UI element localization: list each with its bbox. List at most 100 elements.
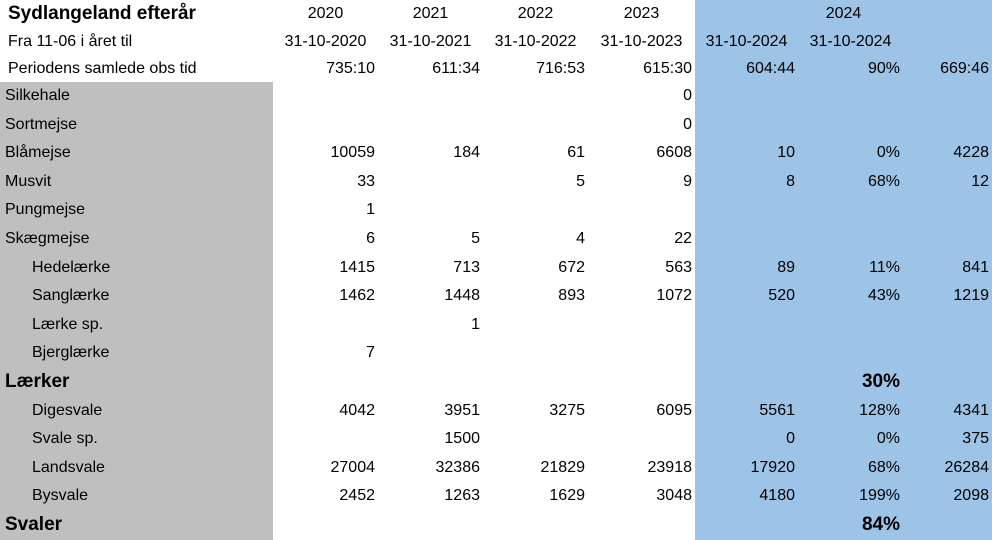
obs-time: 669:46 xyxy=(940,60,989,77)
species-label: Bjerglærke xyxy=(32,344,110,362)
count-cell: 1415 xyxy=(339,258,375,276)
count-cell: 375 xyxy=(962,430,989,448)
count-cell: 199% xyxy=(859,487,900,505)
count-cell: 7 xyxy=(366,344,375,362)
count-cell: 1629 xyxy=(549,487,585,505)
species-label: Silkehale xyxy=(5,87,70,104)
count-cell: 4 xyxy=(576,230,585,247)
obs-time: 735:10 xyxy=(326,60,375,77)
count-cell: 672 xyxy=(558,258,585,276)
group-total: 30% xyxy=(861,371,900,392)
count-cell: 520 xyxy=(768,287,795,305)
count-cell: 68% xyxy=(867,172,900,190)
species-label: Lærke sp. xyxy=(32,315,104,333)
species-label: Sanglærke xyxy=(32,287,110,305)
count-cell: 32386 xyxy=(435,458,481,476)
obs-time: 604:44 xyxy=(746,60,795,77)
year-header: 2023 xyxy=(623,5,660,22)
count-cell: 1219 xyxy=(953,287,989,305)
count-cell: 9 xyxy=(683,172,692,190)
obs-time: 611:34 xyxy=(432,60,480,77)
species-label: Skægmejse xyxy=(5,230,90,247)
group-total: 84% xyxy=(861,514,900,535)
count-cell: 1462 xyxy=(339,287,375,305)
count-cell: 1 xyxy=(471,315,480,333)
obs-label: Periodens samlede obs tid xyxy=(8,60,197,77)
count-cell: 0% xyxy=(876,430,900,448)
count-cell: 0 xyxy=(683,87,692,104)
count-cell: 1500 xyxy=(444,430,480,448)
count-cell: 26284 xyxy=(944,458,990,476)
count-cell: 5561 xyxy=(759,401,795,419)
count-cell: 6095 xyxy=(656,401,692,419)
count-cell: 2452 xyxy=(339,487,375,505)
species-label: Sortmejse xyxy=(5,115,78,133)
year-header: 2022 xyxy=(517,5,554,22)
species-label: Bysvale xyxy=(32,487,89,505)
species-label: Svale sp. xyxy=(32,430,98,448)
count-cell: 1448 xyxy=(444,287,480,305)
count-cell: 33 xyxy=(357,172,375,190)
count-cell: 12 xyxy=(971,172,989,190)
year-header: 2020 xyxy=(307,5,344,22)
count-cell: 128% xyxy=(859,401,900,419)
count-cell: 4341 xyxy=(953,401,989,419)
count-cell: 3951 xyxy=(444,401,480,419)
count-cell: 11% xyxy=(869,258,900,276)
count-cell: 713 xyxy=(453,258,480,276)
count-cell: 5 xyxy=(576,172,585,190)
count-cell: 1 xyxy=(366,201,375,219)
count-cell: 0 xyxy=(683,115,692,133)
count-cell: 68% xyxy=(867,458,900,476)
period-end: 31-10-2023 xyxy=(600,33,683,50)
species-label: Musvit xyxy=(5,172,52,190)
title: Sydlangeland efterår xyxy=(8,3,196,24)
count-cell: 0 xyxy=(786,430,795,448)
count-cell: 61 xyxy=(567,144,585,162)
species-label: Hedelærke xyxy=(32,258,111,276)
species-label: Digesvale xyxy=(32,401,103,419)
count-cell: 4180 xyxy=(759,487,795,505)
count-cell: 27004 xyxy=(330,458,376,476)
label-column-shade xyxy=(0,82,273,540)
count-cell: 1072 xyxy=(656,287,692,305)
count-cell: 563 xyxy=(665,258,692,276)
obs-time: 716:53 xyxy=(536,60,585,77)
obs-time: 90% xyxy=(867,60,900,77)
count-cell: 5 xyxy=(471,230,480,247)
count-cell: 10 xyxy=(777,144,795,162)
obs-time: 615:30 xyxy=(643,60,692,77)
count-cell: 6608 xyxy=(656,144,692,162)
species-label: Landsvale xyxy=(32,458,105,476)
group-label: Svaler xyxy=(5,514,63,535)
group-label: Lærker xyxy=(5,371,70,392)
count-cell: 17920 xyxy=(750,458,796,476)
count-cell: 8 xyxy=(786,172,795,190)
count-cell: 893 xyxy=(558,287,585,305)
period-end: 31-10-2020 xyxy=(284,33,367,50)
count-cell: 2098 xyxy=(953,487,989,505)
count-cell: 10059 xyxy=(330,144,376,162)
count-cell: 6 xyxy=(366,230,375,247)
highlight-2024 xyxy=(695,0,992,540)
period-end: 31-10-2024 xyxy=(705,33,788,50)
count-cell: 841 xyxy=(962,258,989,276)
period-end: 31-10-2022 xyxy=(494,33,577,50)
count-cell: 22 xyxy=(674,230,692,247)
period-end: 31-10-2021 xyxy=(389,33,472,50)
period-label: Fra 11-06 i året til xyxy=(8,33,133,50)
count-cell: 4228 xyxy=(953,144,989,162)
count-cell: 43% xyxy=(867,287,900,305)
period-end: 31-10-2024 xyxy=(809,33,892,50)
count-cell: 89 xyxy=(777,258,795,276)
count-cell: 0% xyxy=(876,144,900,162)
species-label: Pungmejse xyxy=(5,201,86,219)
count-cell: 184 xyxy=(453,144,480,162)
count-cell: 1263 xyxy=(444,487,480,505)
species-label: Blåmejse xyxy=(5,144,71,162)
year-header: 2021 xyxy=(412,5,449,22)
count-cell: 4042 xyxy=(339,401,375,419)
count-cell: 21829 xyxy=(540,458,586,476)
count-cell: 3048 xyxy=(656,487,692,505)
